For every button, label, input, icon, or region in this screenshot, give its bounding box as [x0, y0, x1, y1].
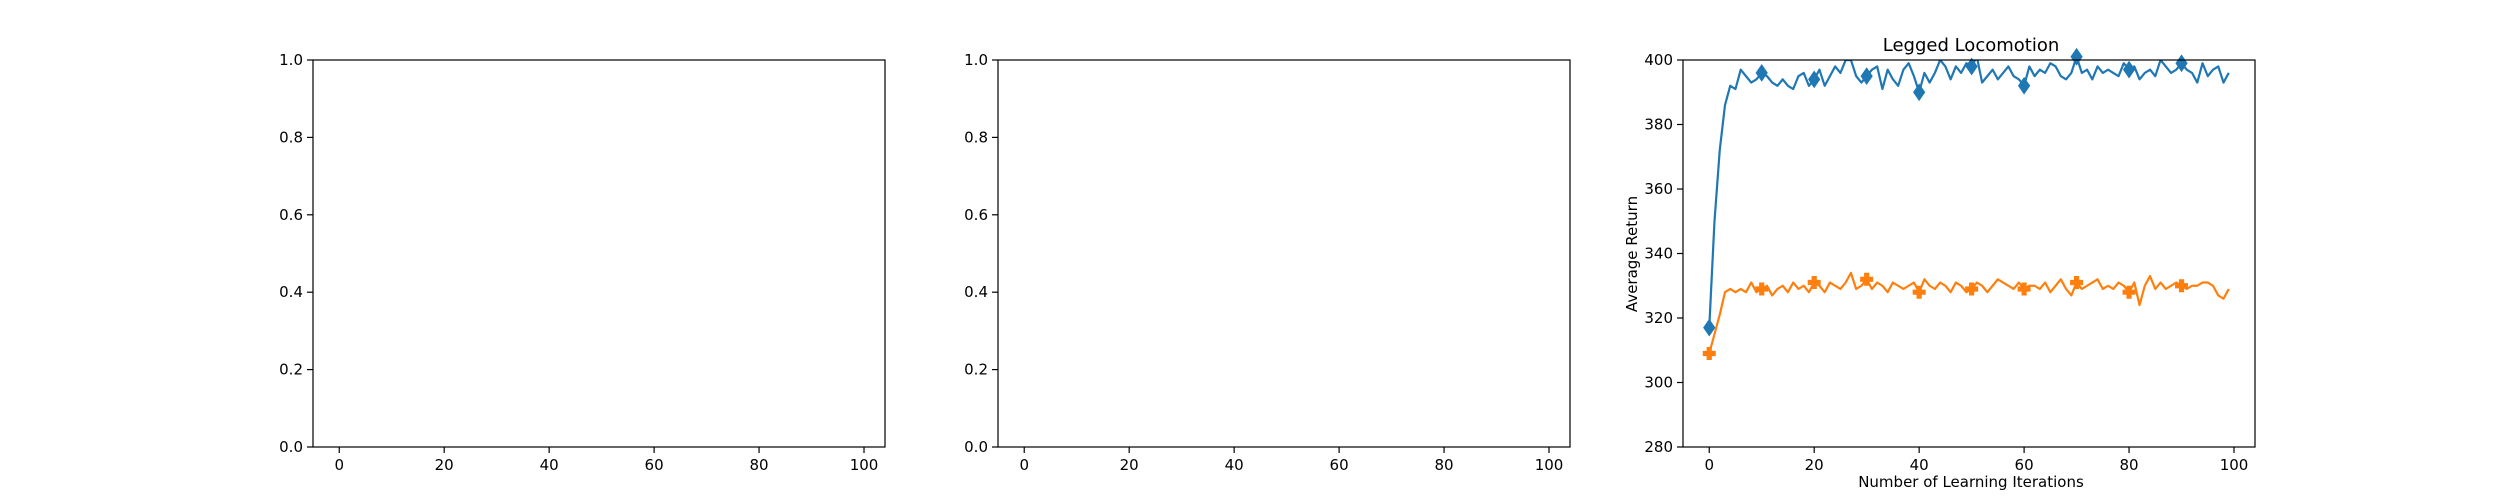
- x-tick-label: 0: [1704, 456, 1714, 474]
- series-line-2: [1708, 271, 2230, 354]
- series-2-point: [2017, 282, 2031, 296]
- plot-frame: [1682, 59, 2256, 448]
- x-tick-label: 60: [2015, 456, 2034, 474]
- x-tick-label: 100: [850, 456, 879, 474]
- y-tick-label: 280: [1644, 438, 1673, 456]
- x-tick-label: 20: [1805, 456, 1824, 474]
- x-axis-label: Number of Learning Iterations: [1858, 473, 2084, 491]
- y-tick-label: 0.6: [964, 206, 988, 224]
- y-tick-label: 340: [1644, 245, 1673, 263]
- y-tick-label: 380: [1644, 116, 1673, 134]
- x-tick-label: 80: [2120, 456, 2139, 474]
- series-1-point: [1703, 318, 1716, 337]
- y-tick-label: 0.8: [279, 128, 303, 146]
- series-2-point: [1755, 282, 1769, 296]
- x-tick-label: 40: [1225, 456, 1244, 474]
- y-tick-label: 300: [1644, 374, 1673, 392]
- plot-frame: [997, 59, 1571, 448]
- series-1-point: [2017, 76, 2031, 95]
- chart-panel-3: 0 20 40 60 80 100 280 300 320 340 360 380 400: [1644, 47, 2256, 474]
- plot-frame: [312, 59, 886, 448]
- x-tick-label: 0: [1019, 456, 1029, 474]
- series-2-point: [1912, 285, 1926, 299]
- series-2-point: [2122, 285, 2136, 299]
- y-tick-label: 1.0: [964, 51, 988, 69]
- x-tick-label: 100: [1535, 456, 1564, 474]
- x-tick-label: 0: [334, 456, 344, 474]
- series-1-point: [1755, 64, 1768, 82]
- x-tick-label: 40: [1910, 456, 1929, 474]
- y-tick-label: 360: [1644, 180, 1673, 198]
- series-2-point: [1807, 276, 1821, 290]
- series-2-point: [2070, 276, 2084, 290]
- y-tick-label: 400: [1644, 51, 1673, 69]
- y-tick-label: 1.0: [279, 51, 303, 69]
- series-2-point: [1965, 282, 1979, 296]
- y-tick-label: 0.4: [279, 283, 303, 301]
- y-tick-label: 0.6: [279, 206, 303, 224]
- series-2-point: [1702, 346, 1716, 360]
- series-1-point: [1965, 57, 1978, 76]
- y-tick-label: 0.2: [279, 361, 303, 379]
- x-tick-label: 80: [750, 456, 769, 474]
- series-2-point: [2175, 279, 2189, 293]
- chart-title: Legged Locomotion: [1883, 35, 2060, 56]
- y-tick-label: 0.2: [964, 361, 988, 379]
- x-tick-label: 20: [435, 456, 454, 474]
- x-tick-label: 60: [645, 456, 664, 474]
- series-1-point: [1860, 67, 1873, 86]
- y-tick-label: 0.0: [964, 438, 988, 456]
- series-1-point: [2122, 60, 2136, 79]
- y-tick-label: 320: [1644, 309, 1673, 327]
- series-1-point: [1913, 83, 1926, 102]
- x-tick-label: 20: [1120, 456, 1139, 474]
- y-tick-label: 0.4: [964, 283, 988, 301]
- series-2-point: [1860, 272, 1874, 286]
- y-axis-label: Average Return: [1623, 196, 1641, 312]
- x-tick-label: 60: [1330, 456, 1349, 474]
- chart-panel-2: 0 20 40 60 80 100 0.0 0.2 0.4 0.6 0.8 1.0: [964, 51, 1571, 474]
- y-tick-label: 0.8: [964, 128, 988, 146]
- y-tick-label: 0.0: [279, 438, 303, 456]
- x-tick-label: 80: [1435, 456, 1454, 474]
- x-tick-label: 100: [2220, 456, 2249, 474]
- chart-panel-1: 0 20 40 60 80 100 0.0 0.2 0.4 0.6 0.8 1.0: [279, 51, 886, 474]
- series-1-point: [2070, 47, 2083, 66]
- x-tick-label: 40: [540, 456, 559, 474]
- series-1-point: [1808, 70, 1821, 89]
